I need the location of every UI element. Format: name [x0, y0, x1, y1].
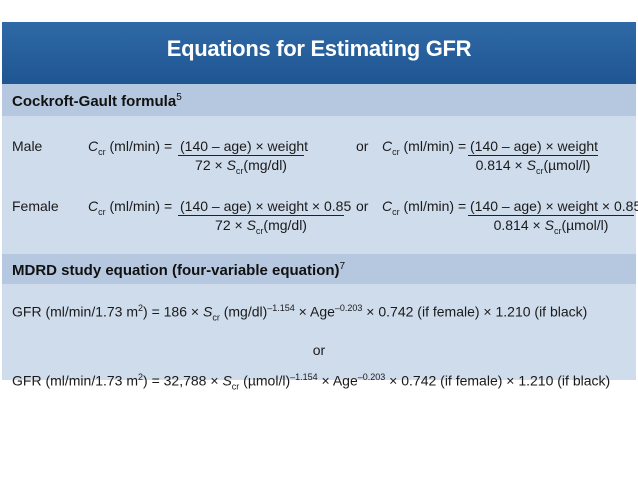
female-alt-denominator: 0.814 × Scr(µmol/l): [493, 217, 609, 236]
male-fraction-umol: (140 – age) × weight 0.814 × Scr(µmol/l): [468, 138, 598, 176]
gfr-equations-table: Equations for Estimating GFR Cockroft-Ga…: [2, 22, 638, 391]
male-alt-lhs: Ccr (ml/min) =: [382, 138, 467, 157]
male-alt-numerator: (140 – age) × weight: [468, 138, 599, 156]
male-alt-denominator: 0.814 × Scr(µmol/l): [475, 157, 591, 176]
table-header: Equations for Estimating GFR: [2, 22, 636, 84]
mdrd-ref: 7: [339, 261, 346, 272]
female-lhs: Ccr (ml/min) =: [88, 198, 173, 217]
male-denominator: 72 × Scr(mg/dl): [195, 157, 287, 176]
male-label: Male: [12, 138, 43, 154]
mdrd-or: or: [312, 342, 326, 358]
cockcroft-heading-band: [2, 84, 636, 116]
mdrd-equation-umol: GFR (ml/min/1.73 m2) = 32,788 × Scr (µmo…: [12, 372, 611, 392]
mdrd-heading: MDRD study equation (four-variable equat…: [12, 261, 345, 279]
male-lhs: Ccr (ml/min) =: [88, 138, 173, 157]
female-label: Female: [12, 198, 59, 214]
mdrd-heading-band: [2, 254, 636, 284]
male-fraction-mgdl: (140 – age) × weight 72 × Scr(mg/dl): [178, 138, 309, 176]
female-numerator: (140 – age) × weight × 0.85: [178, 198, 352, 216]
table-title: Equations for Estimating GFR: [166, 36, 472, 61]
cockcroft-heading: Cockroft-Gault formula5: [12, 92, 182, 110]
male-numerator: (140 – age) × weight: [178, 138, 309, 156]
female-alt-lhs: Ccr (ml/min) =: [382, 198, 467, 217]
female-fraction-umol: (140 – age) × weight × 0.85 0.814 × Scr(…: [468, 198, 638, 236]
female-alt-numerator: (140 – age) × weight × 0.85: [468, 198, 638, 216]
female-or: or: [356, 198, 369, 214]
female-denominator: 72 × Scr(mg/dl): [215, 217, 307, 236]
female-fraction-mgdl: (140 – age) × weight × 0.85 72 × Scr(mg/…: [178, 198, 352, 236]
cockcroft-heading-text: Cockroft-Gault formula: [12, 93, 177, 110]
cockcroft-ref: 5: [176, 92, 182, 103]
mdrd-heading-text: MDRD study equation (four-variable equat…: [12, 262, 340, 279]
male-or: or: [356, 138, 369, 154]
mdrd-equation-mgdl: GFR (ml/min/1.73 m2) = 186 × Scr (mg/dl)…: [12, 303, 588, 323]
